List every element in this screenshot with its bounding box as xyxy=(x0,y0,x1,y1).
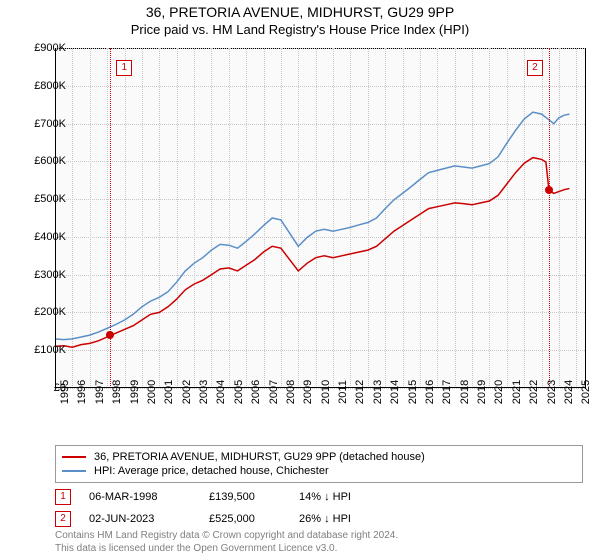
chart-plot: 12 xyxy=(55,48,585,388)
legend-swatch xyxy=(62,456,86,458)
transaction-date: 02-JUN-2023 xyxy=(89,513,209,525)
series-address xyxy=(55,158,569,348)
x-tick-label: 2025 xyxy=(580,380,592,404)
x-tick-label: 2024 xyxy=(563,380,575,404)
y-tick-label: £800K xyxy=(34,80,66,92)
x-tick-label: 2021 xyxy=(511,380,523,404)
legend: 36, PRETORIA AVENUE, MIDHURST, GU29 9PP … xyxy=(55,445,583,483)
legend-item: HPI: Average price, detached house, Chic… xyxy=(62,464,576,478)
y-tick-label: £600K xyxy=(34,155,66,167)
copyright-line2: This data is licensed under the Open Gov… xyxy=(55,543,398,556)
legend-swatch xyxy=(62,470,86,472)
x-tick-label: 2005 xyxy=(233,380,245,404)
y-tick-label: £300K xyxy=(34,269,66,281)
x-tick-label: 1995 xyxy=(59,380,71,404)
legend-label: HPI: Average price, detached house, Chic… xyxy=(94,465,329,477)
legend-item: 36, PRETORIA AVENUE, MIDHURST, GU29 9PP … xyxy=(62,450,576,464)
y-axis xyxy=(55,48,56,388)
transaction-price: £139,500 xyxy=(209,491,299,503)
transaction-marker: 2 xyxy=(55,511,71,527)
marker-line xyxy=(549,48,550,388)
copyright-line1: Contains HM Land Registry data © Crown c… xyxy=(55,530,398,543)
line-series xyxy=(55,48,585,388)
transaction-pct: 14% ↓ HPI xyxy=(299,491,399,503)
x-tick-label: 2018 xyxy=(459,380,471,404)
x-tick-label: 2002 xyxy=(181,380,193,404)
x-tick-label: 2001 xyxy=(163,380,175,404)
legend-label: 36, PRETORIA AVENUE, MIDHURST, GU29 9PP … xyxy=(94,451,425,463)
marker-dot xyxy=(545,186,553,194)
transaction-marker: 1 xyxy=(55,489,71,505)
x-tick-label: 2000 xyxy=(146,380,158,404)
y-tick-label: £100K xyxy=(34,344,66,356)
x-tick-label: 2015 xyxy=(407,380,419,404)
x-tick-label: 2019 xyxy=(476,380,488,404)
chart-subtitle: Price paid vs. HM Land Registry's House … xyxy=(0,20,600,37)
series-hpi xyxy=(55,112,569,339)
y-tick-label: £200K xyxy=(34,306,66,318)
x-tick-label: 2006 xyxy=(250,380,262,404)
x-tick-label: 2003 xyxy=(198,380,210,404)
marker-label: 1 xyxy=(116,60,132,76)
transaction-row: 1 06-MAR-1998£139,50014% ↓ HPI xyxy=(55,486,399,508)
copyright-notice: Contains HM Land Registry data © Crown c… xyxy=(55,530,398,555)
transaction-date: 06-MAR-1998 xyxy=(89,491,209,503)
x-tick-label: 2022 xyxy=(528,380,540,404)
x-tick-label: 2009 xyxy=(302,380,314,404)
y-tick-label: £900K xyxy=(34,42,66,54)
x-tick-label: 1998 xyxy=(111,380,123,404)
transaction-pct: 26% ↓ HPI xyxy=(299,513,399,525)
x-tick-label: 1999 xyxy=(129,380,141,404)
transaction-price: £525,000 xyxy=(209,513,299,525)
x-tick-label: 2008 xyxy=(285,380,297,404)
x-tick-label: 1997 xyxy=(94,380,106,404)
x-tick-label: 2007 xyxy=(268,380,280,404)
x-tick-label: 2011 xyxy=(337,380,349,404)
x-tick-label: 2004 xyxy=(215,380,227,404)
marker-label: 2 xyxy=(527,60,543,76)
x-tick-label: 2012 xyxy=(354,380,366,404)
transaction-row: 2 02-JUN-2023£525,00026% ↓ HPI xyxy=(55,508,399,530)
x-tick-label: 2013 xyxy=(372,380,384,404)
x-tick-label: 2010 xyxy=(320,380,332,404)
x-tick-label: 2014 xyxy=(389,380,401,404)
x-tick-label: 2020 xyxy=(493,380,505,404)
x-tick-label: 2016 xyxy=(424,380,436,404)
x-tick-label: 2017 xyxy=(441,380,453,404)
y-tick-label: £400K xyxy=(34,231,66,243)
y-tick-label: £700K xyxy=(34,118,66,130)
x-tick-label: 1996 xyxy=(76,380,88,404)
marker-dot xyxy=(106,331,114,339)
transactions-table: 1 06-MAR-1998£139,50014% ↓ HPI 2 02-JUN-202… xyxy=(55,486,399,530)
x-tick-label: 2023 xyxy=(546,380,558,404)
y-tick-label: £500K xyxy=(34,193,66,205)
chart-title: 36, PRETORIA AVENUE, MIDHURST, GU29 9PP xyxy=(0,0,600,20)
